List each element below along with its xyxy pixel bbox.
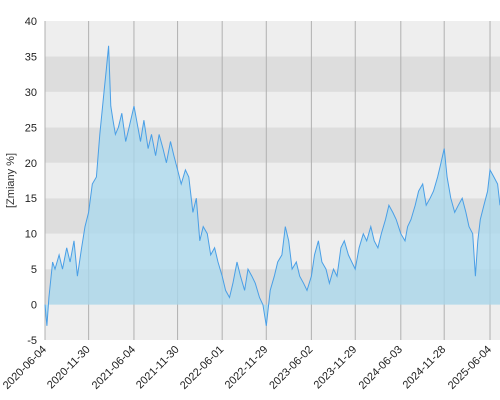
- series-area: [45, 45, 500, 326]
- y-tick-label: 5: [31, 264, 37, 276]
- y-tick-label: 35: [25, 51, 37, 63]
- x-tick-label: 2023-11-29: [312, 344, 360, 392]
- y-tick-label: -5: [27, 335, 37, 347]
- x-tick-labels: 2020-06-042020-11-302021-06-042021-11-30…: [1, 344, 494, 392]
- x-tick-label: 2021-11-30: [134, 344, 182, 392]
- x-tick-label: 2020-06-04: [1, 344, 49, 392]
- series-layer: [44, 45, 500, 326]
- y-tick-label: 20: [25, 158, 37, 170]
- y-axis-title: [Zmiany %]: [5, 153, 17, 208]
- y-tick-label: 25: [25, 122, 37, 134]
- x-tick-label: 2022-06-01: [178, 344, 226, 392]
- grid-band: [45, 21, 500, 57]
- grid-band: [45, 56, 500, 92]
- x-tick-label: 2021-06-04: [90, 344, 138, 392]
- y-tick-label: 30: [25, 87, 37, 99]
- y-tick-labels: -5 0 5 10 15 20 25 30 35 40: [25, 16, 37, 347]
- x-tick-label: 2025-06-04: [446, 344, 494, 392]
- x-tick-label: 2022-11-29: [223, 344, 271, 392]
- x-tick-label: 2024-11-28: [401, 344, 449, 392]
- x-tick-label: 2024-06-03: [357, 344, 405, 392]
- y-tick-label: 0: [31, 300, 37, 312]
- grid-band: [45, 304, 500, 340]
- y-tick-label: 10: [25, 229, 37, 241]
- x-tick-label: 2023-06-02: [267, 344, 315, 392]
- y-tick-label: 15: [25, 193, 37, 205]
- x-tick-label: 2020-11-30: [45, 344, 93, 392]
- series-line: [44, 45, 500, 326]
- y-tick-label: 40: [25, 16, 37, 28]
